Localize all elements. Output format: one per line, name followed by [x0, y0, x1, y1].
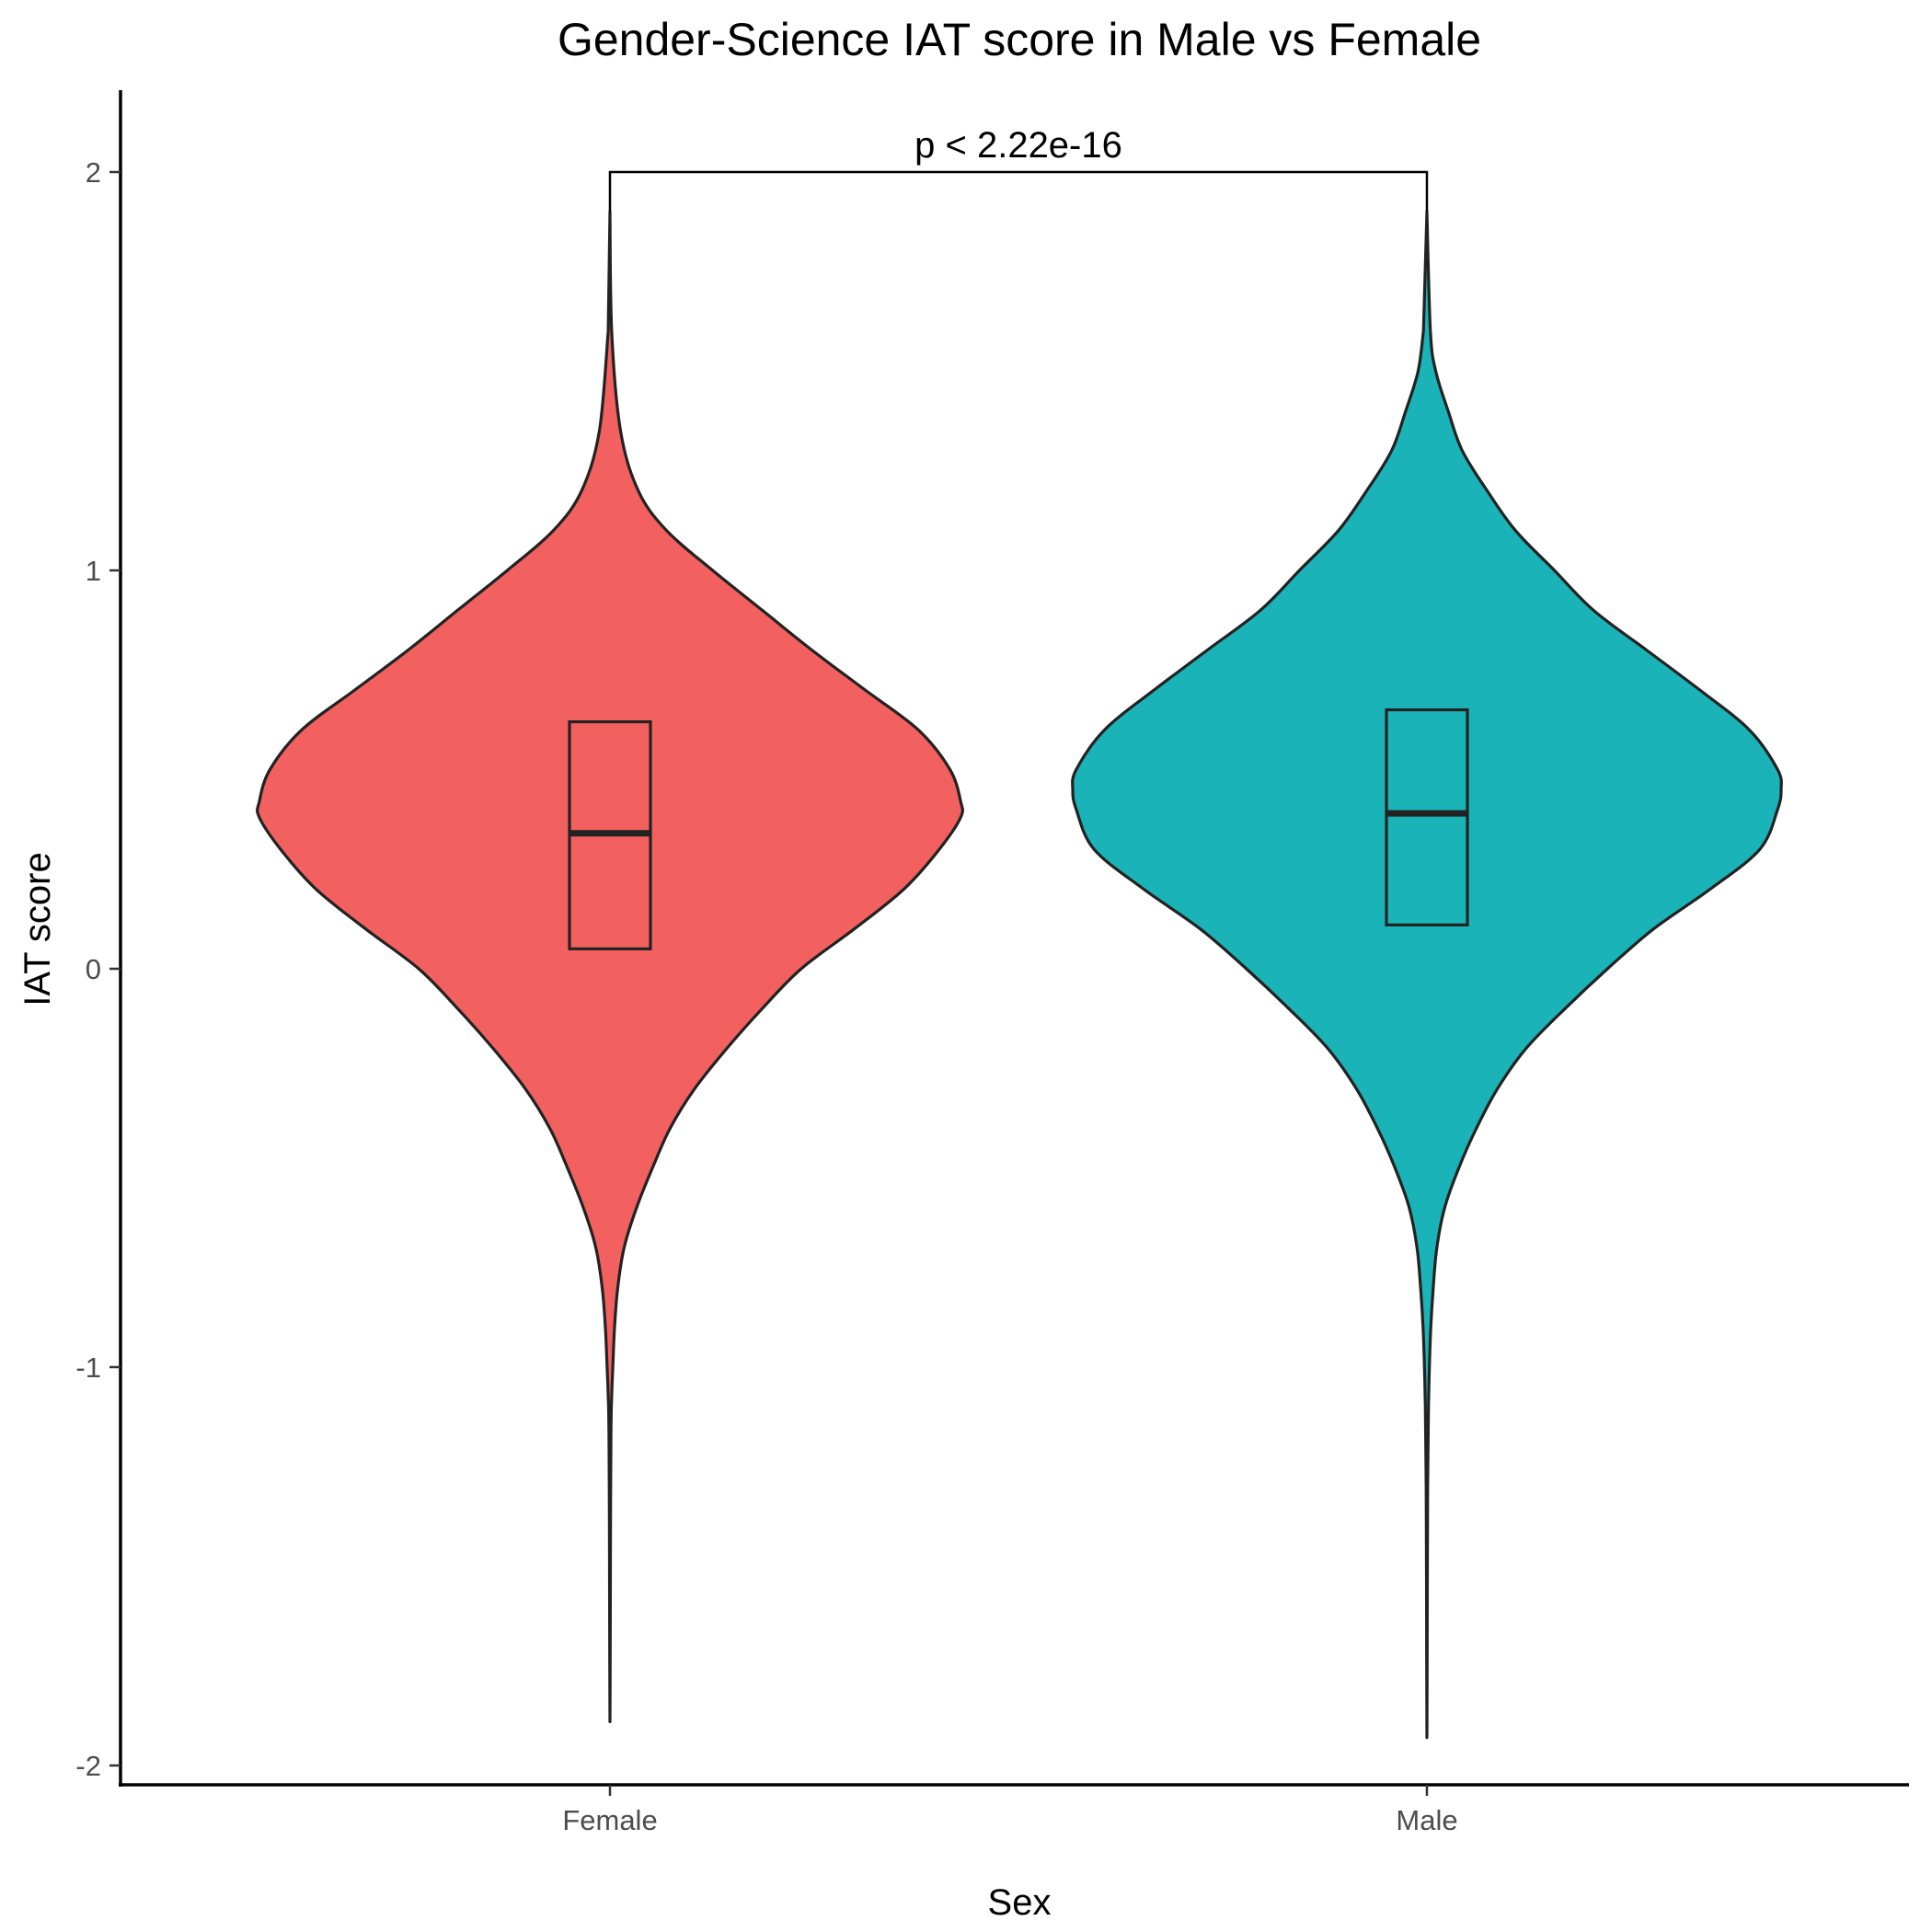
violin-female: [256, 210, 964, 1723]
x-tick-label: Female: [562, 1804, 657, 1836]
x-ticks: Female Male: [562, 1785, 1458, 1836]
violins-layer: [256, 210, 1783, 1740]
x-tick-label: Male: [1396, 1804, 1457, 1836]
y-tick-label: -2: [75, 1750, 101, 1782]
plot-area: p < 2.22e-16: [256, 125, 1783, 1740]
x-axis-title: Sex: [988, 1882, 1052, 1923]
chart-title: Gender-Science IAT score in Male vs Fema…: [558, 14, 1481, 65]
y-tick-label: 1: [86, 555, 101, 587]
comparison-bracket: [608, 170, 1429, 213]
violin-male: [1071, 210, 1783, 1740]
axes: 2 1 0 -1 -2 Female Male: [75, 90, 1909, 1836]
y-tick-label: -1: [75, 1351, 101, 1384]
y-tick-label: 2: [86, 156, 101, 189]
p-value-label: p < 2.22e-16: [914, 125, 1122, 166]
y-ticks: 2 1 0 -1 -2: [75, 156, 121, 1782]
comparison-bracket-group: p < 2.22e-16: [608, 125, 1429, 213]
y-axis-title: IAT score: [17, 852, 58, 1006]
box-male: [1385, 707, 1469, 926]
y-tick-label: 0: [86, 953, 101, 985]
boxes-layer: [568, 707, 1469, 950]
